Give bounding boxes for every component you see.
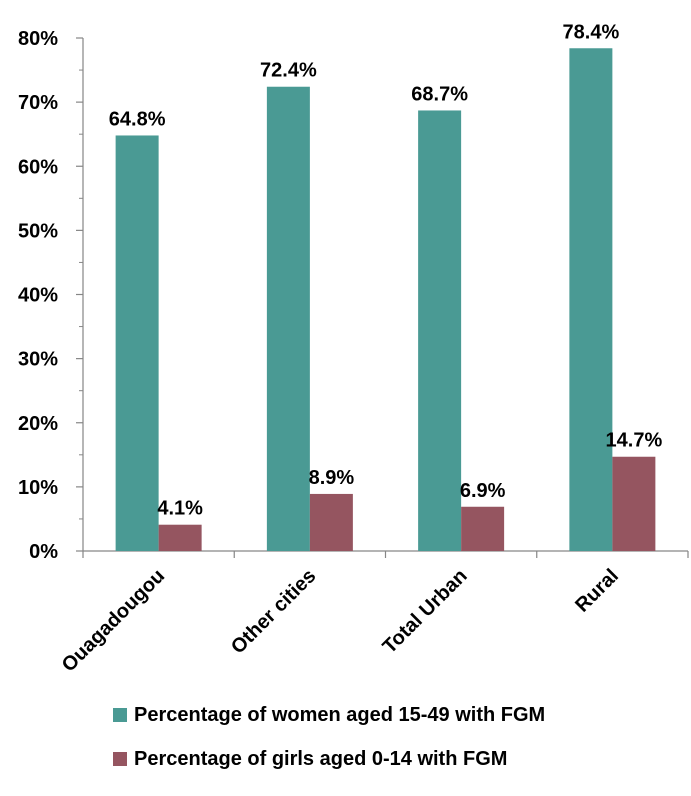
data-label: 14.7% — [606, 430, 663, 452]
bar-girls-1 — [309, 493, 353, 551]
x-category-label: Other cities — [227, 565, 320, 658]
bar-women-3 — [569, 48, 613, 551]
legend-label-women: Percentage of women aged 15-49 with FGM — [134, 703, 546, 726]
x-category-label: Total Urban — [379, 565, 472, 658]
y-tick-label: 50% — [18, 220, 58, 242]
bar-women-2 — [418, 110, 462, 552]
bar-girls-2 — [461, 506, 505, 551]
y-tick-label: 80% — [18, 28, 58, 50]
bar-women-1 — [266, 86, 310, 552]
legend-swatch-women — [113, 708, 127, 722]
y-tick-label: 60% — [18, 156, 58, 178]
data-labels: 64.8% 4.1% 72.4% 8.9% 68.7% 6.9% 78.4% 14.7% — [109, 21, 663, 519]
data-label: 78.4% — [563, 21, 620, 43]
legend-item-girls: Percentage of girls aged 0-14 with FGM — [113, 744, 545, 774]
bar-chart: 64.8% 4.1% 72.4% 8.9% 68.7% 6.9% 78.4% 14.7% 0%… — [18, 21, 689, 676]
data-label: 72.4% — [260, 60, 317, 82]
data-label: 64.8% — [109, 108, 166, 130]
legend-item-women: Percentage of women aged 15-49 with FGM — [113, 700, 545, 730]
y-tick-label: 20% — [18, 413, 58, 435]
y-tick-label: 70% — [18, 92, 58, 114]
x-category-label: Ouagadougou — [58, 565, 169, 676]
y-tick-label: 10% — [18, 477, 58, 499]
x-category-label: Rural — [571, 565, 623, 617]
y-tick-label: 30% — [18, 349, 58, 371]
data-label: 4.1% — [157, 498, 203, 520]
bar-girls-0 — [158, 524, 202, 551]
bar-girls-3 — [612, 456, 656, 551]
data-label: 6.9% — [460, 480, 506, 502]
data-label: 8.9% — [309, 467, 355, 489]
bar-women-0 — [115, 135, 159, 551]
legend-label-girls: Percentage of girls aged 0-14 with FGM — [134, 747, 508, 770]
y-tick-label: 40% — [18, 285, 58, 307]
legend: Percentage of women aged 15-49 with FGM … — [113, 700, 545, 788]
data-label: 68.7% — [411, 83, 468, 105]
bars — [115, 48, 656, 552]
y-tick-label: 0% — [29, 541, 58, 563]
legend-swatch-girls — [113, 752, 127, 766]
